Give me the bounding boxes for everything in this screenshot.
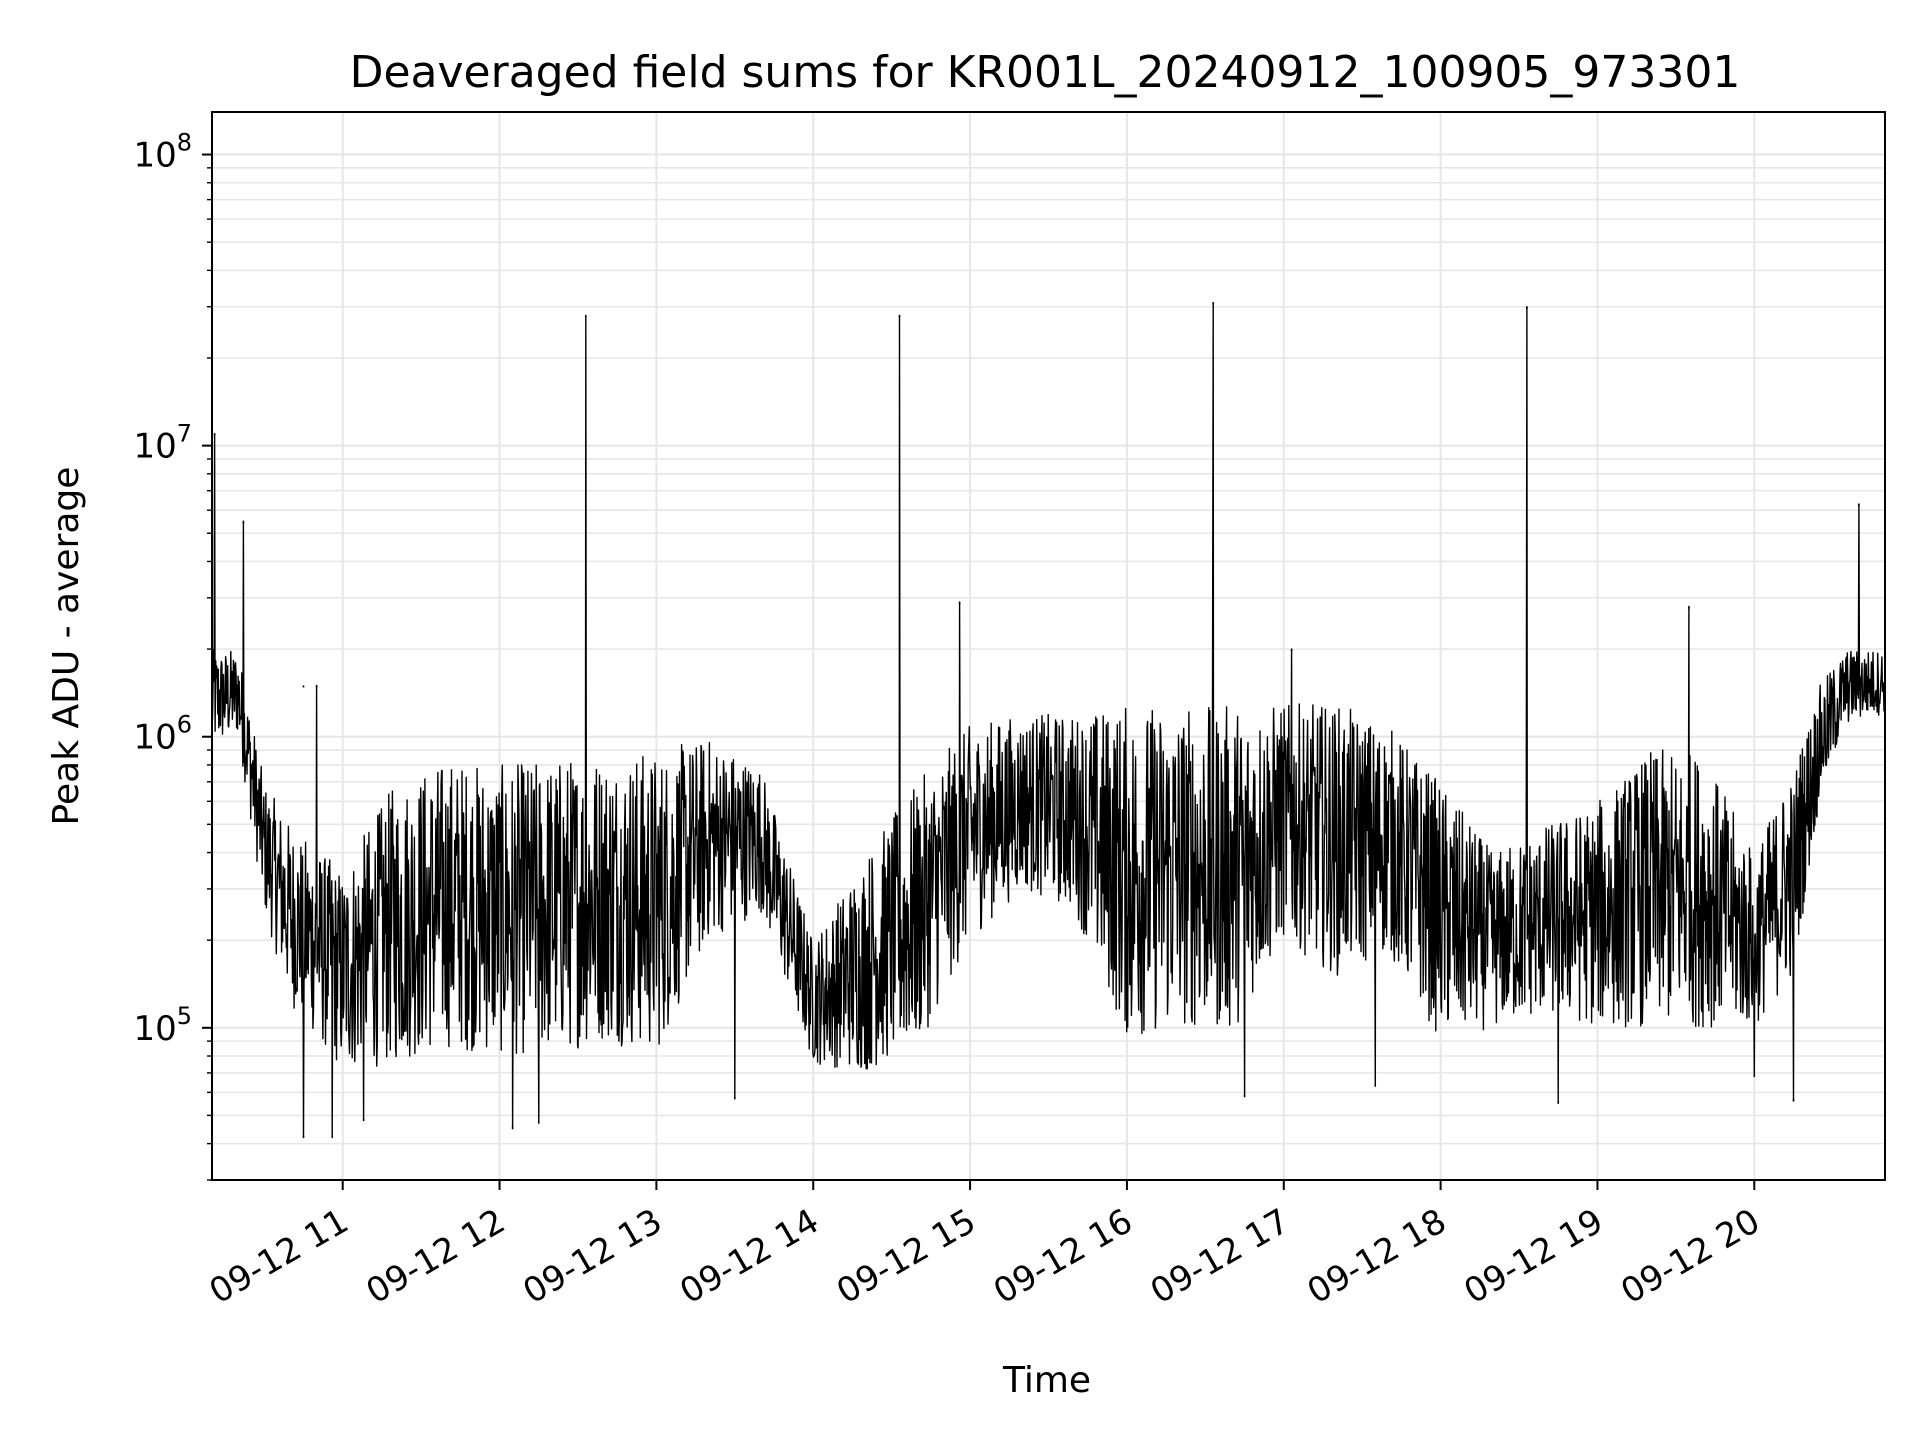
grid [212,112,1885,1181]
x-tick-label: 09-12 12 [360,1201,512,1312]
x-tick-label: 09-12 20 [1614,1201,1766,1312]
plot-frame [211,111,1886,1181]
series-path [211,301,1886,1139]
y-tick-label: 106 [133,711,192,758]
y-tick-label: 105 [133,1002,192,1049]
series-line [211,301,1886,1139]
y-axis: 105 106 107 108 [133,129,212,1181]
y-tick-label: 108 [133,129,192,176]
x-tick-label: 09-12 13 [516,1201,668,1312]
x-tick-label: 09-12 15 [830,1201,982,1312]
x-tick-label: 09-12 14 [673,1201,825,1312]
x-tick-label: 09-12 17 [1144,1201,1296,1312]
y-tick-label: 107 [133,420,192,467]
chart-title: Deaveraged field sums for KR001L_2024091… [350,47,1741,98]
x-tick-label: 09-12 11 [203,1201,355,1312]
x-axis: 09-12 11 09-12 12 09-12 13 09-12 14 09-12 15… [203,1180,1767,1312]
y-axis-title: Peak ADU - average [46,467,87,826]
x-axis-title: Time [1002,1360,1091,1401]
x-tick-label: 09-12 16 [987,1201,1139,1312]
x-tick-label: 09-12 19 [1458,1201,1610,1312]
x-tick-label: 09-12 18 [1301,1201,1453,1312]
